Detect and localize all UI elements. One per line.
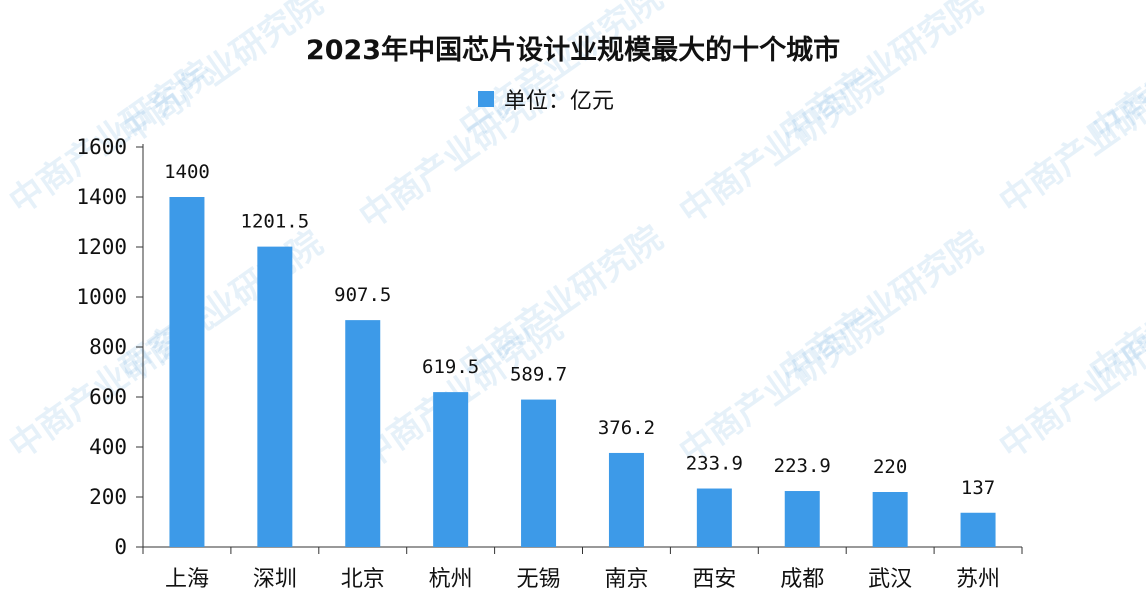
bar-10 [960, 512, 996, 547]
y-tick-label: 1600 [76, 135, 127, 159]
y-tick-label: 600 [89, 385, 127, 409]
y-tick-label: 1000 [76, 285, 127, 309]
data-label: 1201.5 [241, 211, 310, 233]
category-label: 上海 [165, 567, 209, 592]
category-label: 深圳 [253, 567, 297, 592]
category-label: 无锡 [517, 567, 561, 592]
category-label: 成都 [780, 567, 824, 592]
data-label: 137 [961, 477, 995, 499]
y-tick-label: 200 [89, 485, 127, 509]
legend-label: 单位：亿元 [504, 89, 615, 114]
bar-2 [257, 246, 293, 547]
category-label: 苏州 [956, 567, 1000, 592]
data-label: 223.9 [774, 455, 831, 477]
watermark-text: 中商产业研究院 [992, 53, 1146, 222]
data-label: 907.5 [334, 284, 391, 306]
category-label: 南京 [604, 567, 648, 592]
bar-5 [521, 399, 557, 547]
category-label: 武汉 [868, 567, 912, 592]
watermark-text: 中商产业研究院 [672, 303, 890, 472]
data-label: 220 [873, 456, 907, 478]
bar-6 [608, 452, 644, 547]
data-label: 619.5 [422, 356, 479, 378]
bar-3 [345, 320, 381, 547]
y-tick-label: 400 [89, 435, 127, 459]
y-tick-label: 1400 [76, 185, 127, 209]
category-label: 北京 [341, 567, 385, 592]
bar-4 [433, 392, 469, 547]
labels: 1400 上海 1201.5 深圳 907.5 北京 619.5 杭州 589.7 无锡 376.2… [164, 161, 1000, 592]
data-label: 1400 [164, 161, 210, 183]
y-tick-label: 1200 [76, 235, 127, 259]
category-label: 西安 [692, 567, 736, 592]
chart-title: 2023年中国芯片设计业规模最大的十个城市 [305, 35, 841, 66]
data-label: 376.2 [598, 417, 655, 439]
bars [169, 197, 996, 547]
bar-1 [169, 197, 205, 547]
watermark-text: 中商产业研究院 [992, 298, 1146, 467]
bar-7 [696, 488, 732, 547]
legend-swatch [478, 91, 494, 107]
watermark-text: 中商产业研究院 [672, 63, 890, 232]
data-label: 233.9 [686, 453, 743, 475]
category-label: 杭州 [429, 567, 473, 592]
axes: 0 200 400 600 800 1000 1200 1400 1600 [76, 135, 1023, 559]
bar-8 [784, 491, 820, 547]
legend: 单位：亿元 [478, 86, 615, 114]
data-label: 589.7 [510, 364, 567, 386]
bar-9 [872, 492, 908, 547]
y-tick-label: 0 [114, 535, 127, 559]
y-tick-label: 800 [89, 335, 127, 359]
